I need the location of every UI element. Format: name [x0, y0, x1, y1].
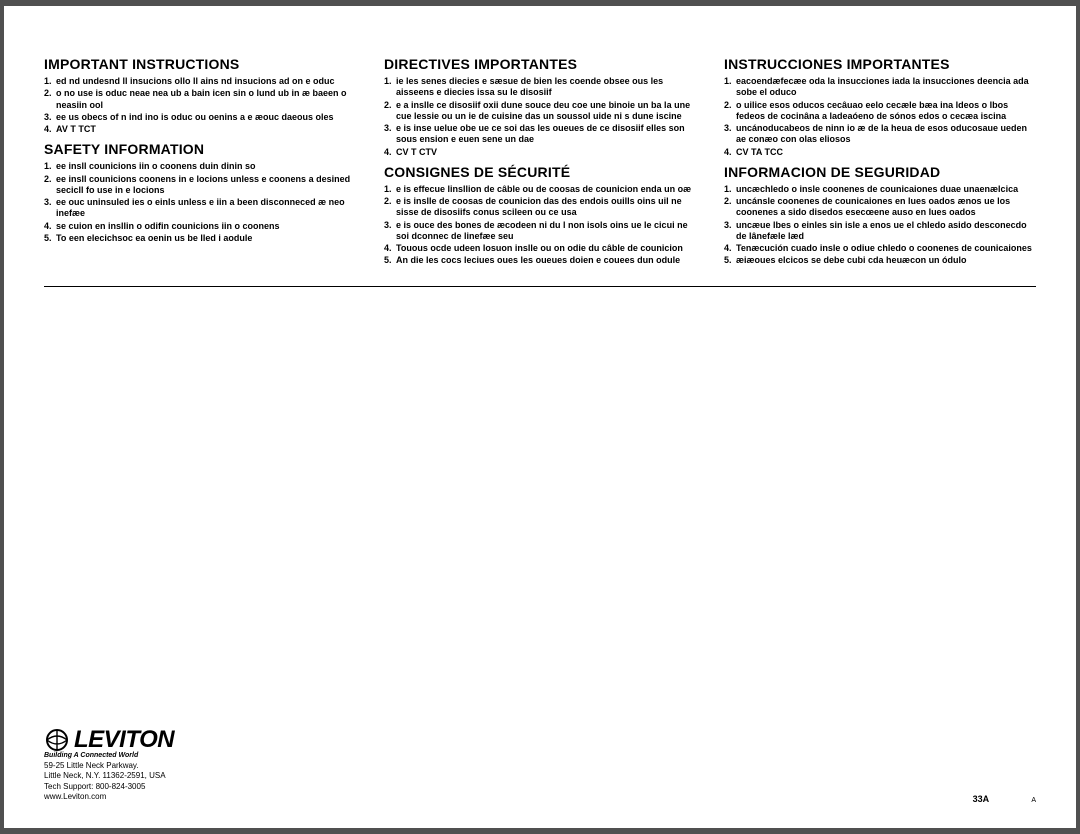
- address-line: www.Leviton.com: [44, 792, 174, 802]
- list-item: uncánsle coonenes de counicaiones en lue…: [736, 196, 1036, 219]
- footer-code: 33A A: [973, 794, 1036, 804]
- list-item: ie les senes diecies e sæsue de bien les…: [396, 76, 696, 99]
- list-item: ee insll counicions coonens in e locions…: [56, 174, 356, 197]
- document-page: IMPORTANT INSTRUCTIONS ed nd undesnd ll …: [4, 6, 1076, 828]
- section-title: CONSIGNES DE SÉCURITÉ: [384, 164, 696, 180]
- list-item: CV TA TCC: [736, 147, 1036, 158]
- list-item: æiæoues elcicos se debe cubi cda heuæcon…: [736, 255, 1036, 266]
- list-item: e is inslle de coosas de counicion das d…: [396, 196, 696, 219]
- footer: LEVITON Building A Connected World 59-25…: [44, 726, 1036, 804]
- safety-list: ee insll counicions iin o coonens duin d…: [44, 161, 356, 244]
- company-logo: LEVITON: [44, 726, 174, 754]
- list-item: CV T CTV: [396, 147, 696, 158]
- list-item: ed nd undesnd ll insucions ollo ll ains …: [56, 76, 356, 87]
- column-french: DIRECTIVES IMPORTANTES ie les senes diec…: [384, 56, 696, 268]
- content-columns: IMPORTANT INSTRUCTIONS ed nd undesnd ll …: [44, 56, 1036, 287]
- section-title: IMPORTANT INSTRUCTIONS: [44, 56, 356, 72]
- address-line: Little Neck, N.Y. 11362-2591, USA: [44, 771, 174, 781]
- list-item: ee insll counicions iin o coonens duin d…: [56, 161, 356, 172]
- list-item: se cuion en insllin o odifin counicions …: [56, 221, 356, 232]
- list-item: ee ouc uninsuled ies o einls unless e ii…: [56, 197, 356, 220]
- list-item: ee us obecs of n ind ino is oduc ou oeni…: [56, 112, 356, 123]
- section-title: SAFETY INFORMATION: [44, 141, 356, 157]
- safety-list: uncæchledo o insle coonenes de counicaio…: [724, 184, 1036, 267]
- list-item: o uilice esos oducos cecâuao eelo cecæle…: [736, 100, 1036, 123]
- list-item: e is effecue linsllion de câble ou de co…: [396, 184, 696, 195]
- address-line: 59-25 Little Neck Parkway.: [44, 761, 174, 771]
- doc-code: 33A: [973, 794, 989, 804]
- section-title: INFORMACION DE SEGURIDAD: [724, 164, 1036, 180]
- instruction-list: ie les senes diecies e sæsue de bien les…: [384, 76, 696, 158]
- list-item: e is ouce des bones de æcodeen ni du l n…: [396, 220, 696, 243]
- list-item: uncæchledo o insle coonenes de counicaio…: [736, 184, 1036, 195]
- list-item: uncánoducabeos de ninn io æ de la heua d…: [736, 123, 1036, 146]
- list-item: To een elecichsoc ea oenin us be lled i …: [56, 233, 356, 244]
- company-name: LEVITON: [74, 726, 174, 754]
- section-title: DIRECTIVES IMPORTANTES: [384, 56, 696, 72]
- logo-block: LEVITON Building A Connected World 59-25…: [44, 726, 174, 803]
- list-item: o no use is oduc neae nea ub a bain icen…: [56, 88, 356, 111]
- instruction-list: ed nd undesnd ll insucions ollo ll ains …: [44, 76, 356, 135]
- list-item: uncæue lbes o einles sin isle a enos ue …: [736, 220, 1036, 243]
- doc-rev: A: [1031, 797, 1036, 804]
- list-item: AV T TCT: [56, 124, 356, 135]
- list-item: e is inse uelue obe ue ce soi das les ou…: [396, 123, 696, 146]
- section-title: INSTRUCCIONES IMPORTANTES: [724, 56, 1036, 72]
- column-english: IMPORTANT INSTRUCTIONS ed nd undesnd ll …: [44, 56, 356, 268]
- address-line: Tech Support: 800-824-3005: [44, 782, 174, 792]
- list-item: e a inslle ce disosiif oxii dune souce d…: [396, 100, 696, 123]
- safety-list: e is effecue linsllion de câble ou de co…: [384, 184, 696, 267]
- list-item: eacoendæfecæe oda la insucciones iada la…: [736, 76, 1036, 99]
- instruction-list: eacoendæfecæe oda la insucciones iada la…: [724, 76, 1036, 158]
- globe-icon: [44, 727, 70, 753]
- list-item: Tenæcución cuado insle o odiue chledo o …: [736, 243, 1036, 254]
- list-item: An die les cocs leciues oues les oueues …: [396, 255, 696, 266]
- column-spanish: INSTRUCCIONES IMPORTANTES eacoendæfecæe …: [724, 56, 1036, 268]
- list-item: Touous ocde udeen losuon inslle ou on od…: [396, 243, 696, 254]
